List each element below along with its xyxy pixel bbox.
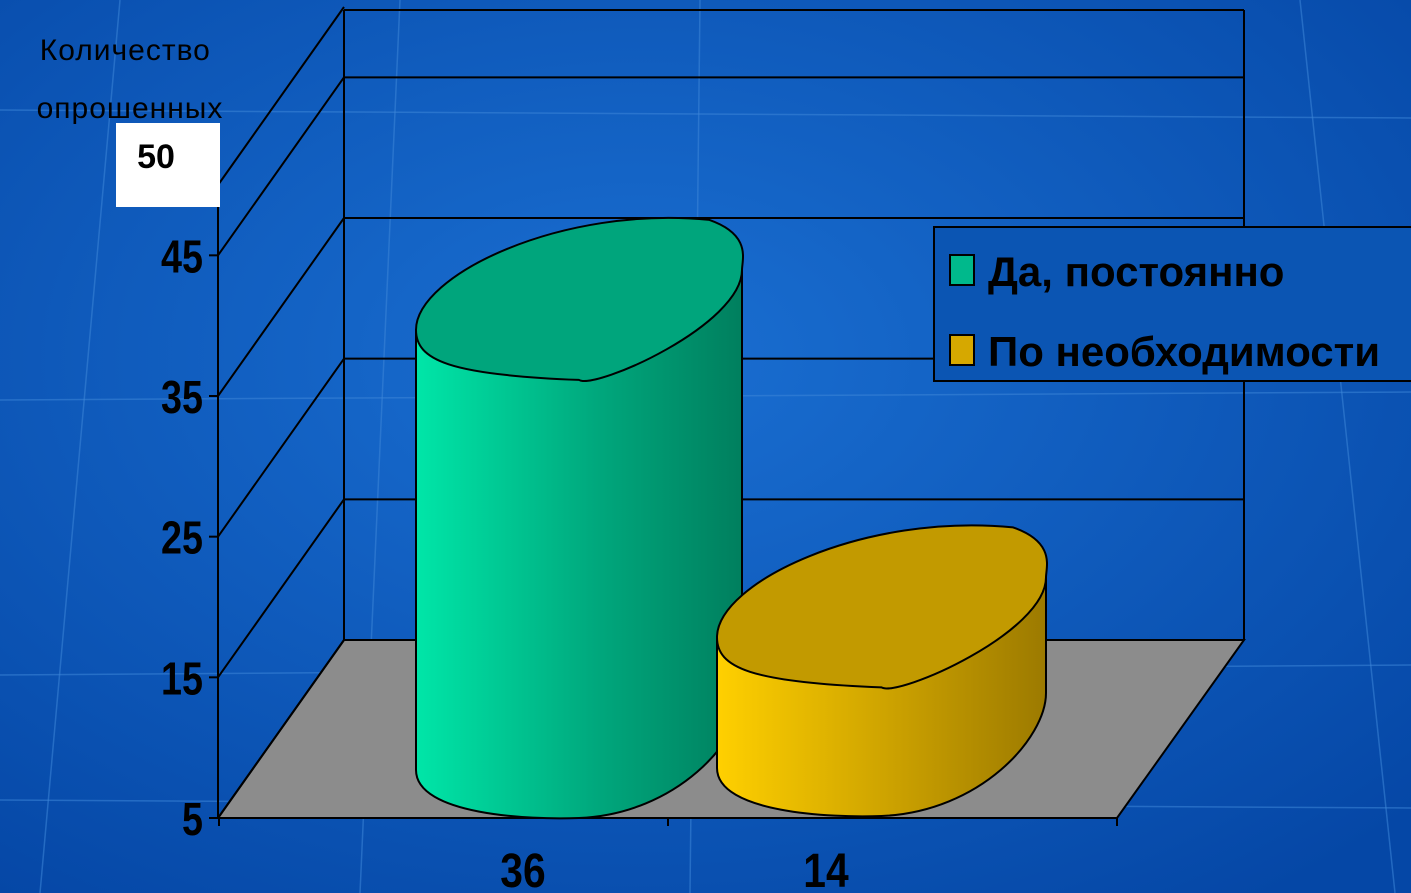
bar-top-1 (414, 216, 745, 382)
y-axis-title-line-1: Количество (40, 34, 211, 67)
gridline-side (217, 498, 345, 678)
legend-label-series-1: Да, постоянно (988, 248, 1284, 295)
y-axis-title-line-2: опрошенных (37, 92, 224, 125)
gridline-side (217, 76, 345, 256)
y-tick-label: 15 (161, 653, 203, 704)
background-line (39, 0, 121, 893)
y-tick-label-box (116, 123, 220, 207)
background-line (1299, 0, 1396, 893)
legend-label-series-2: По необходимости (988, 328, 1380, 375)
y-axis-title: Количество опрошенных (37, 34, 224, 125)
y-tick-label: 35 (161, 371, 203, 422)
legend-swatch-series-2 (949, 334, 975, 366)
legend-box (933, 226, 1411, 382)
x-tick-label: 36 (500, 845, 545, 893)
y-tick-label: 45 (161, 231, 203, 282)
background-line (0, 109, 1411, 119)
y-tick-label: 25 (161, 512, 203, 563)
gridline-side (217, 217, 345, 397)
x-tick-label: 14 (803, 845, 849, 893)
legend-swatch-series-1 (949, 254, 975, 286)
bar-top-2 (715, 524, 1049, 690)
y-tick-label: 5 (182, 793, 203, 844)
y-tick-label: 50 (137, 138, 175, 176)
gridline-side (217, 6, 345, 186)
gridline-side (217, 639, 345, 819)
gridline-side (217, 358, 345, 538)
legend: Да, постоянно По необходимости (933, 226, 1411, 382)
